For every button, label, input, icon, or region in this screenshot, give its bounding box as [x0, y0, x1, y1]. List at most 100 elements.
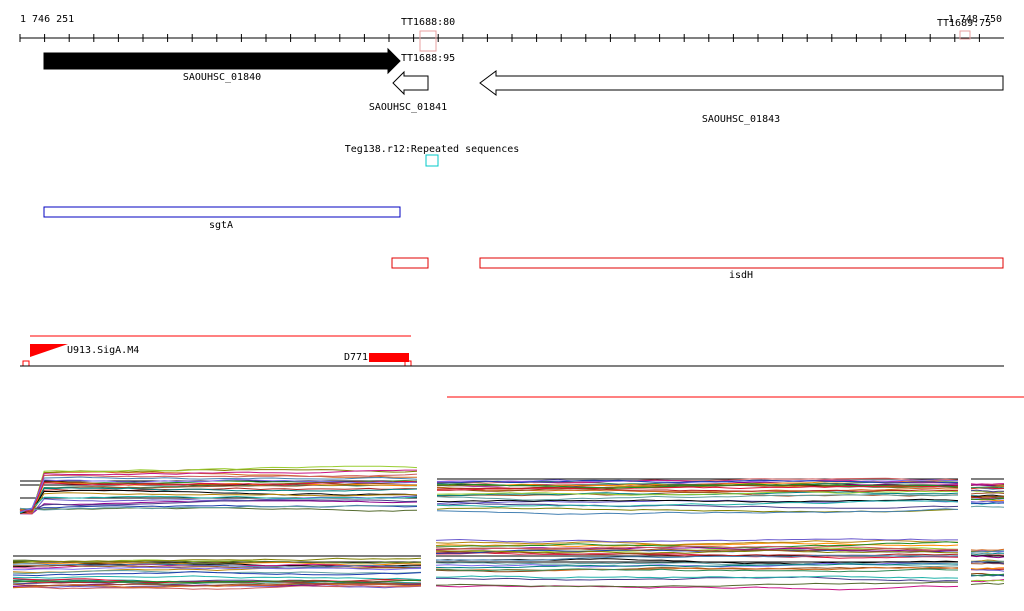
- ruler-end-label: 1 748 750: [948, 14, 1002, 25]
- operon-label: isdH: [729, 270, 753, 281]
- terminator-label: TT1689:75: [937, 18, 991, 29]
- expression-series-line: [12, 583, 422, 589]
- terminator-track: TT1688:80 TT1688:95 TT1689:75: [401, 17, 991, 64]
- terminator-label: TT1688:80: [401, 17, 455, 28]
- expression-series-line: [19, 495, 418, 514]
- expression-series-line: [970, 555, 1005, 559]
- operon-box[interactable]: [391, 257, 429, 269]
- tss-marker-u913[interactable]: [30, 344, 68, 357]
- gene-label: SAOUHSC_01843: [702, 114, 780, 125]
- expression-panel: [12, 555, 422, 590]
- expression-series-line: [435, 558, 959, 565]
- expression-series-line: [12, 563, 422, 568]
- expression-series-line: [435, 538, 958, 543]
- expression-series-line: [970, 548, 1005, 551]
- coordinate-ruler: 1 746 251 1 748 750: [19, 14, 1004, 42]
- expression-series-line: [12, 557, 422, 564]
- expression-series-line: [970, 582, 1005, 585]
- operon-label: sgtA: [209, 220, 233, 231]
- expression-series-line: [12, 582, 422, 587]
- expression-series-line: [435, 552, 959, 559]
- expression-series-line: [435, 539, 959, 546]
- gene-arrow-saouhsc-01841[interactable]: [392, 70, 429, 96]
- expression-series-line: [436, 486, 959, 492]
- expression-panel: [19, 465, 418, 515]
- transcript-label: U913.SigA.M4: [67, 345, 139, 356]
- expression-series-line: [435, 575, 959, 579]
- expression-series-line: [435, 576, 959, 582]
- expression-series-line: [435, 549, 958, 554]
- expression-panel: [970, 478, 1005, 508]
- expression-series-line: [436, 500, 959, 508]
- expression-series-line: [435, 541, 959, 549]
- expression-series-line: [970, 494, 1005, 498]
- terminator-label: TT1688:95: [401, 53, 455, 64]
- expression-series-line: [436, 493, 959, 501]
- expression-series-line: [435, 554, 959, 561]
- expression-series-line: [436, 485, 959, 491]
- ruler-start-label: 1 746 251: [20, 14, 74, 25]
- expression-series-line: [436, 568, 959, 573]
- expression-series-line: [19, 471, 417, 514]
- gene-arrow-saouhsc-01840[interactable]: [43, 47, 401, 75]
- gene-label: SAOUHSC_01841: [369, 102, 447, 113]
- expression-series-line: [970, 483, 1005, 485]
- expression-series-line: [436, 502, 959, 509]
- expression-series-line: [436, 479, 958, 484]
- expression-series-line: [970, 490, 1005, 493]
- expression-series-line: [970, 567, 1005, 570]
- expression-series-line: [12, 566, 422, 571]
- expression-series-line: [970, 554, 1005, 557]
- expression-series-line: [12, 559, 422, 565]
- expression-series-line: [436, 490, 959, 496]
- expression-series-line: [436, 492, 959, 497]
- expression-series-line: [435, 581, 959, 588]
- gene-track: SAOUHSC_01840 SAOUHSC_01841 SAOUHSC_0184…: [43, 47, 1004, 125]
- expression-series-line: [19, 473, 418, 514]
- expression-series-line: [19, 492, 417, 513]
- transcript-track: U913.SigA.M4 D771: [20, 335, 1004, 367]
- operon-box-sgta[interactable]: [43, 206, 401, 218]
- expression-series-line: [970, 505, 1005, 508]
- operon-box-isdh[interactable]: [479, 257, 1004, 269]
- expression-series-line: [970, 561, 1005, 565]
- expression-series-line: [970, 502, 1005, 505]
- expression-series-line: [970, 574, 1005, 577]
- expression-series-line: [19, 465, 418, 514]
- expression-series-line: [970, 489, 1005, 493]
- expression-series-line: [19, 487, 418, 513]
- terminator-marker[interactable]: [419, 30, 437, 52]
- repeat-track: Teg138.r12:Repeated sequences: [345, 144, 519, 167]
- expression-series-line: [12, 575, 422, 581]
- expression-profiles: [12, 465, 1005, 591]
- expression-series-line: [19, 505, 417, 511]
- expression-series-line: [19, 499, 418, 511]
- expression-panel: [436, 477, 959, 515]
- expression-series-line: [436, 508, 959, 515]
- expression-series-line: [19, 481, 417, 512]
- expression-series-line: [19, 489, 418, 514]
- terminator-marker[interactable]: [959, 30, 971, 40]
- operon-track: sgtA isdH: [43, 206, 1004, 281]
- expression-series-line: [19, 476, 418, 511]
- expression-series-line: [436, 483, 959, 489]
- expression-series-line: [970, 500, 1005, 503]
- gene-arrow-saouhsc-01843[interactable]: [479, 70, 1004, 96]
- expression-series-line: [436, 479, 959, 484]
- expression-panel: [435, 538, 959, 591]
- expression-series-line: [12, 571, 422, 577]
- transcript-end-marker: [22, 360, 30, 367]
- ruler-ticks: [19, 34, 980, 42]
- repeat-marker[interactable]: [425, 154, 439, 167]
- gene-label: SAOUHSC_01840: [183, 72, 261, 83]
- expression-series-line: [970, 568, 1005, 572]
- expression-series-line: [19, 469, 417, 514]
- transcript-block-d771[interactable]: [369, 353, 409, 362]
- expression-series-line: [436, 483, 959, 489]
- expression-series-line: [19, 479, 418, 513]
- expression-series-line: [970, 497, 1005, 501]
- expression-series-line: [435, 562, 959, 568]
- expression-series-line: [12, 584, 422, 590]
- transcript-label: D771: [344, 352, 368, 363]
